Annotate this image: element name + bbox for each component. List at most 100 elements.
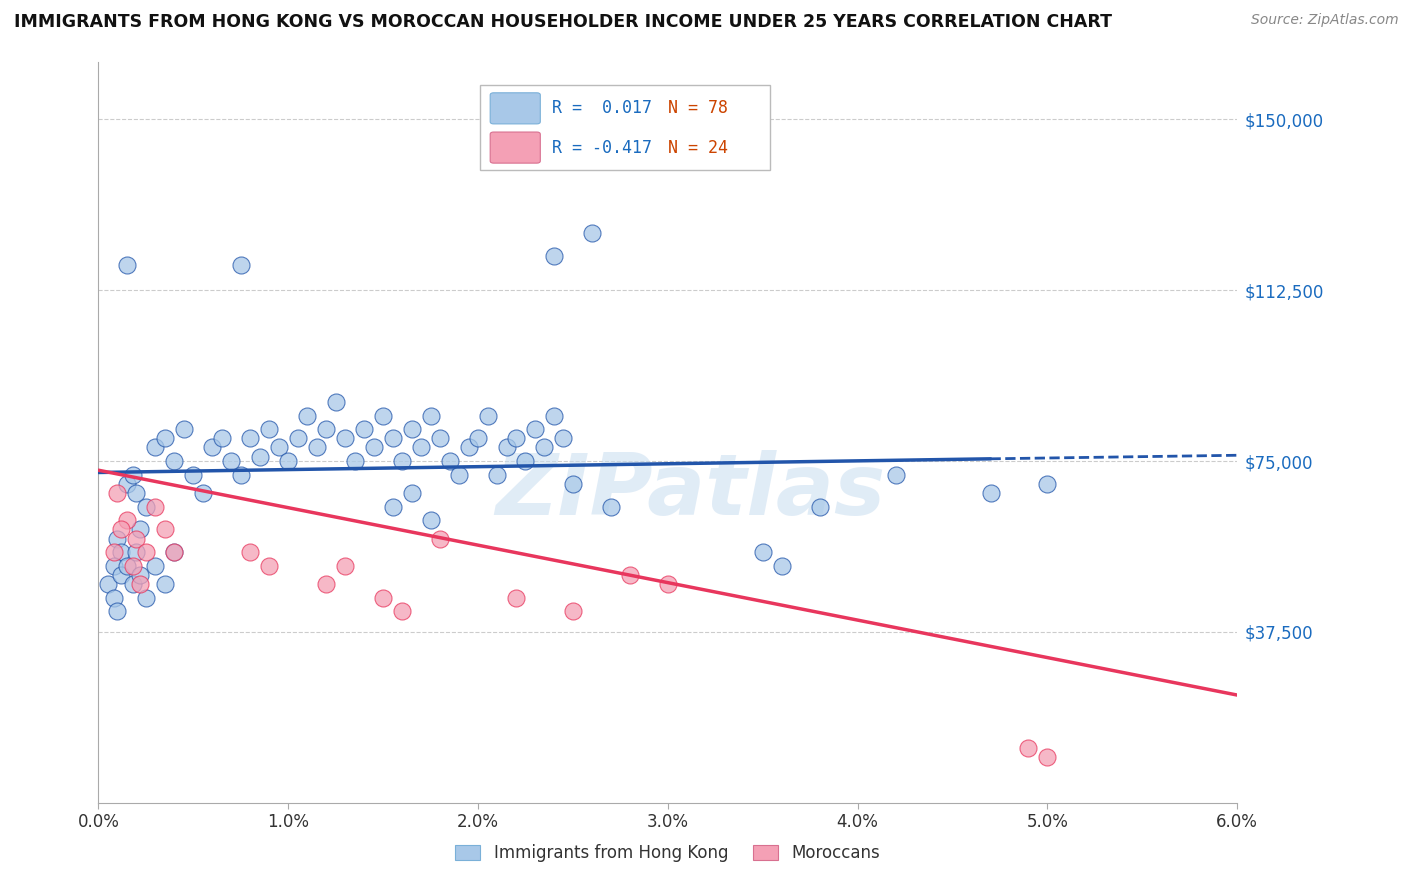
Point <box>505 591 527 605</box>
Point <box>401 486 423 500</box>
Point <box>297 409 319 423</box>
Point <box>121 558 143 573</box>
Text: IMMIGRANTS FROM HONG KONG VS MOROCCAN HOUSEHOLDER INCOME UNDER 25 YEARS CORRELAT: IMMIGRANTS FROM HONG KONG VS MOROCCAN HO… <box>14 13 1112 31</box>
Point <box>524 422 547 436</box>
Point <box>191 486 214 500</box>
Point <box>1036 476 1059 491</box>
Point <box>429 431 451 445</box>
Point <box>229 258 252 272</box>
Point <box>115 513 138 527</box>
Point <box>381 500 404 514</box>
Point <box>277 454 299 468</box>
Point <box>495 441 517 455</box>
Point <box>419 513 441 527</box>
Point <box>1036 750 1059 764</box>
Point <box>115 476 138 491</box>
Point <box>145 558 167 573</box>
Point <box>401 422 423 436</box>
Point <box>619 568 641 582</box>
Point <box>259 558 281 573</box>
Point <box>110 523 132 537</box>
Point <box>543 409 565 423</box>
Text: N = 24: N = 24 <box>668 138 728 157</box>
Point <box>457 441 479 455</box>
Point <box>381 431 404 445</box>
Text: ZIPatlas: ZIPatlas <box>495 450 886 533</box>
Point <box>121 577 143 591</box>
Point <box>477 409 499 423</box>
Point <box>107 604 129 618</box>
Point <box>211 431 233 445</box>
Point <box>125 532 148 546</box>
Point <box>515 454 537 468</box>
Point <box>135 591 157 605</box>
Point <box>884 467 907 482</box>
Point <box>429 532 451 546</box>
Point <box>229 467 252 482</box>
FancyBboxPatch shape <box>479 85 770 169</box>
Point <box>135 545 157 559</box>
Point <box>808 500 831 514</box>
Point <box>505 431 527 445</box>
Point <box>353 422 375 436</box>
Point <box>467 431 489 445</box>
Point <box>600 500 623 514</box>
Point <box>129 568 152 582</box>
Point <box>562 604 585 618</box>
Point <box>391 604 413 618</box>
Point <box>419 409 441 423</box>
Point <box>163 545 186 559</box>
FancyBboxPatch shape <box>491 93 540 124</box>
Point <box>325 395 347 409</box>
Point <box>553 431 575 445</box>
Point <box>103 558 125 573</box>
Point <box>1018 741 1040 756</box>
Point <box>305 441 328 455</box>
Point <box>183 467 205 482</box>
Point <box>125 545 148 559</box>
FancyBboxPatch shape <box>491 132 540 163</box>
Point <box>97 577 120 591</box>
Point <box>239 545 262 559</box>
Point <box>533 441 555 455</box>
Point <box>439 454 461 468</box>
Point <box>449 467 471 482</box>
Point <box>107 486 129 500</box>
Point <box>239 431 262 445</box>
Point <box>115 558 138 573</box>
Point <box>287 431 309 445</box>
Legend: Immigrants from Hong Kong, Moroccans: Immigrants from Hong Kong, Moroccans <box>449 838 887 869</box>
Point <box>129 523 152 537</box>
Point <box>221 454 243 468</box>
Point <box>110 545 132 559</box>
Point <box>371 591 394 605</box>
Point <box>391 454 413 468</box>
Point <box>125 486 148 500</box>
Point <box>153 523 176 537</box>
Point <box>335 431 357 445</box>
Point <box>163 454 186 468</box>
Point <box>145 500 167 514</box>
Point <box>267 441 290 455</box>
Text: R = -0.417: R = -0.417 <box>551 138 652 157</box>
Point <box>543 249 565 263</box>
Point <box>163 545 186 559</box>
Point <box>315 577 337 591</box>
Point <box>980 486 1002 500</box>
Text: Source: ZipAtlas.com: Source: ZipAtlas.com <box>1251 13 1399 28</box>
Point <box>129 577 152 591</box>
Point <box>259 422 281 436</box>
Point <box>363 441 385 455</box>
Point <box>335 558 357 573</box>
Point <box>153 577 176 591</box>
Point <box>657 577 679 591</box>
Point <box>107 532 129 546</box>
Point <box>249 450 271 464</box>
Point <box>115 258 138 272</box>
Point <box>145 441 167 455</box>
Point <box>121 467 143 482</box>
Point <box>486 467 509 482</box>
Text: R =  0.017: R = 0.017 <box>551 99 652 118</box>
Point <box>153 431 176 445</box>
Point <box>103 545 125 559</box>
